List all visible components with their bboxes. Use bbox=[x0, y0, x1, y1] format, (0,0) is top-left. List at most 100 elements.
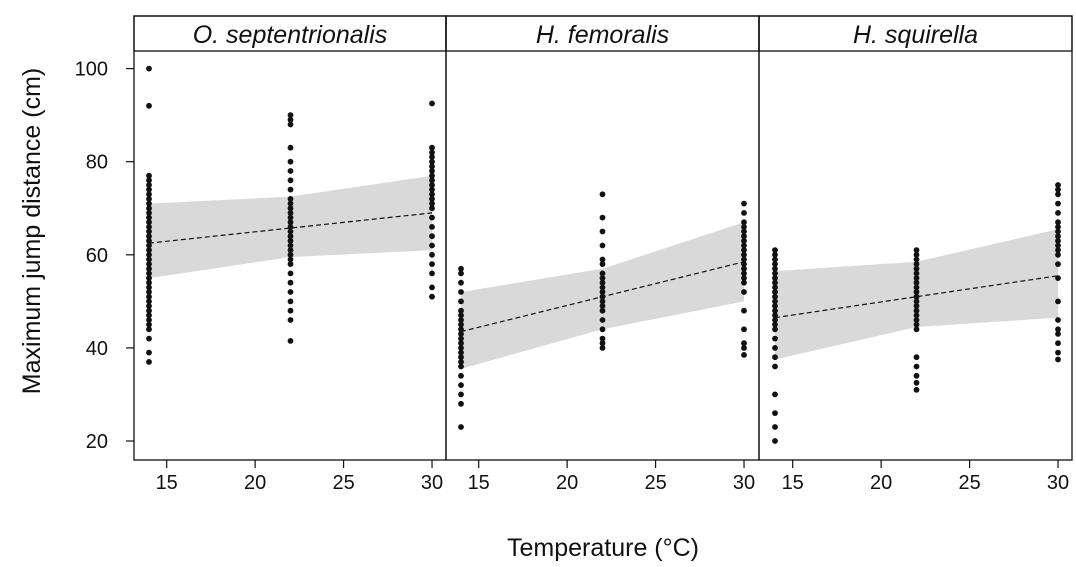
data-point bbox=[913, 321, 920, 328]
data-point bbox=[146, 224, 152, 230]
data-point bbox=[146, 214, 152, 221]
data-point bbox=[741, 275, 747, 281]
data-point bbox=[146, 196, 152, 202]
data-point bbox=[599, 317, 606, 323]
data-point bbox=[429, 214, 435, 221]
data-point bbox=[287, 317, 294, 323]
data-point bbox=[1055, 331, 1061, 337]
data-point bbox=[429, 270, 435, 277]
data-point bbox=[599, 303, 606, 309]
data-point bbox=[458, 354, 464, 361]
data-point bbox=[458, 400, 464, 407]
data-point bbox=[458, 317, 464, 323]
data-point bbox=[458, 298, 464, 305]
data-point bbox=[458, 265, 464, 272]
data-point bbox=[1055, 275, 1061, 281]
data-point bbox=[146, 279, 152, 286]
data-point bbox=[741, 279, 747, 286]
data-point bbox=[429, 154, 435, 160]
data-point bbox=[772, 265, 778, 272]
data-point bbox=[1055, 191, 1061, 198]
data-point bbox=[1055, 228, 1061, 235]
data-point bbox=[146, 251, 152, 258]
data-point bbox=[287, 256, 294, 263]
data-point bbox=[429, 191, 435, 198]
data-point bbox=[287, 247, 294, 254]
data-point bbox=[429, 242, 435, 249]
data-point bbox=[599, 214, 606, 221]
data-point bbox=[429, 196, 435, 202]
data-point bbox=[429, 168, 435, 174]
data-point bbox=[458, 363, 464, 370]
data-point bbox=[458, 382, 464, 388]
data-point bbox=[146, 228, 152, 235]
data-point bbox=[772, 424, 778, 430]
data-point bbox=[913, 256, 920, 263]
data-point bbox=[287, 307, 294, 314]
x-tick-label: 25 bbox=[958, 472, 980, 494]
y-tick-label: 40 bbox=[86, 338, 108, 360]
data-point bbox=[772, 363, 778, 370]
data-point bbox=[146, 237, 152, 244]
data-point bbox=[146, 256, 152, 263]
data-point bbox=[287, 219, 294, 226]
x-tick-label: 15 bbox=[782, 472, 804, 494]
data-point bbox=[1055, 242, 1061, 249]
data-point bbox=[741, 210, 747, 216]
data-point bbox=[146, 359, 152, 365]
x-tick-label: 20 bbox=[244, 472, 266, 494]
data-point bbox=[599, 275, 606, 281]
data-point bbox=[772, 261, 778, 267]
x-tick-label: 25 bbox=[644, 472, 666, 494]
data-point bbox=[772, 312, 778, 319]
data-point bbox=[913, 312, 920, 319]
data-point bbox=[287, 196, 294, 202]
data-point bbox=[599, 284, 606, 291]
data-point bbox=[599, 293, 606, 300]
data-point bbox=[1055, 326, 1061, 333]
data-point bbox=[146, 270, 152, 277]
data-point bbox=[146, 177, 152, 184]
data-point bbox=[287, 237, 294, 244]
data-point bbox=[287, 242, 294, 249]
data-point bbox=[429, 172, 435, 179]
data-point bbox=[287, 186, 294, 193]
data-point bbox=[287, 112, 294, 118]
data-point bbox=[429, 251, 435, 258]
data-point bbox=[772, 438, 778, 444]
data-point bbox=[287, 158, 294, 165]
panel-1: O. septentrionalis 15 20 25 30 bbox=[133, 15, 447, 494]
data-point bbox=[913, 247, 920, 254]
data-point bbox=[146, 298, 152, 305]
data-point bbox=[146, 233, 152, 240]
data-point bbox=[146, 210, 152, 216]
panel-3: H. squirella 15 20 25 30 bbox=[758, 15, 1073, 494]
data-point bbox=[429, 182, 435, 188]
data-point bbox=[1055, 298, 1061, 305]
data-point bbox=[1055, 186, 1061, 193]
data-point bbox=[913, 251, 920, 258]
data-point bbox=[429, 158, 435, 165]
data-point bbox=[429, 293, 435, 300]
data-point bbox=[599, 345, 606, 351]
data-point bbox=[772, 335, 778, 342]
data-point bbox=[741, 224, 747, 230]
data-point bbox=[458, 331, 464, 337]
data-point bbox=[458, 270, 464, 277]
data-point bbox=[458, 424, 464, 430]
data-point bbox=[1055, 233, 1061, 240]
data-point bbox=[913, 326, 920, 333]
data-point bbox=[772, 391, 778, 398]
data-point bbox=[913, 275, 920, 281]
data-point bbox=[429, 163, 435, 170]
data-point bbox=[287, 116, 294, 123]
data-point bbox=[1055, 219, 1061, 226]
data-point bbox=[146, 284, 152, 291]
data-point bbox=[287, 261, 294, 267]
data-point bbox=[287, 233, 294, 240]
x-tick-label: 30 bbox=[733, 472, 755, 494]
data-point bbox=[146, 247, 152, 254]
data-point bbox=[287, 251, 294, 258]
data-point bbox=[772, 279, 778, 286]
